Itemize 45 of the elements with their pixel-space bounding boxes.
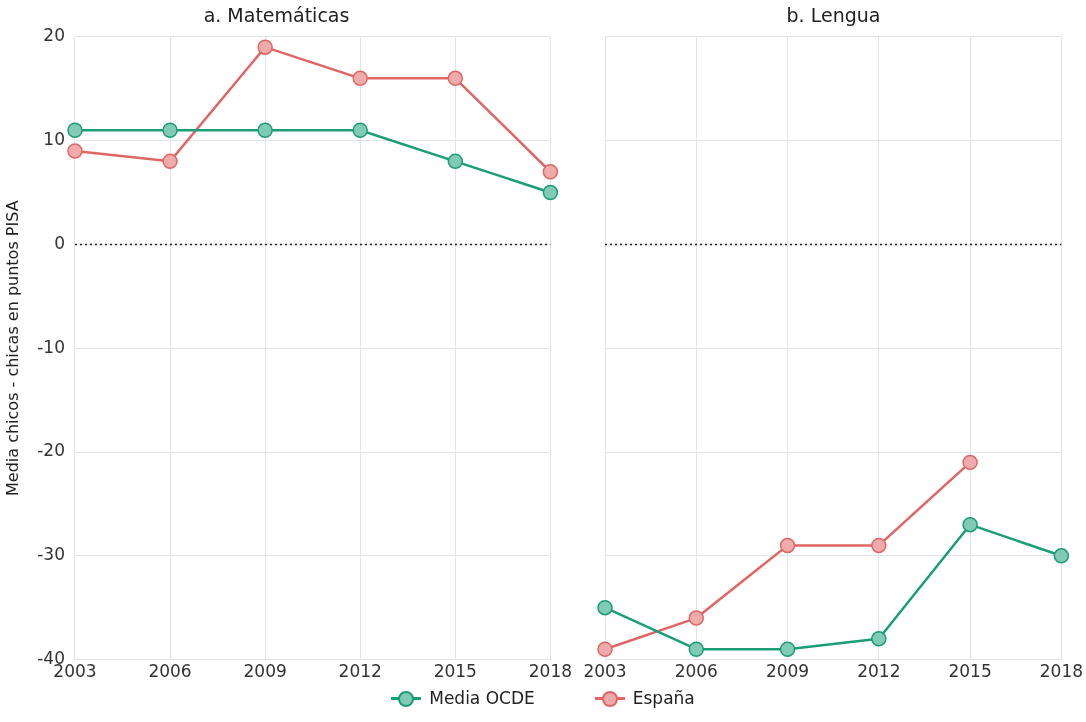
point xyxy=(162,122,178,138)
x-tick-label: 2006 xyxy=(674,661,718,682)
legend-label: España xyxy=(632,688,695,708)
point xyxy=(352,70,368,87)
point xyxy=(542,184,559,201)
y-tick-label: -20 xyxy=(37,440,65,461)
x-tick-label: 2006 xyxy=(148,661,192,682)
point xyxy=(962,516,978,533)
point xyxy=(447,153,464,170)
point xyxy=(871,537,887,554)
point xyxy=(162,153,178,170)
x-tick-label: 2012 xyxy=(338,661,382,682)
point xyxy=(257,122,273,138)
point xyxy=(542,163,559,180)
point xyxy=(688,641,705,657)
legend-label: Media OCDE xyxy=(429,688,535,708)
x-tick-label: 2009 xyxy=(243,661,287,682)
point xyxy=(447,70,464,87)
x-tick-label: 2012 xyxy=(857,661,901,682)
point xyxy=(871,631,887,647)
y-tick-label: -30 xyxy=(37,544,65,565)
x-tick-label: 2018 xyxy=(528,661,572,682)
y-tick-label: 0 xyxy=(54,232,65,253)
point xyxy=(352,122,368,138)
point xyxy=(597,599,613,616)
y-tick-label: -10 xyxy=(37,336,65,357)
point xyxy=(257,39,273,55)
y-tick-label: 10 xyxy=(43,129,65,150)
y-axis-title: Media chicos - chicas en puntos PISA xyxy=(2,200,22,496)
x-tick-label: 2018 xyxy=(1039,661,1083,682)
x-tick-label: 2015 xyxy=(948,661,992,682)
x-tick-label: 2003 xyxy=(583,661,627,682)
point xyxy=(1053,548,1070,564)
point xyxy=(779,641,796,657)
point xyxy=(67,122,83,138)
point xyxy=(597,641,613,657)
x-tick-label: 2015 xyxy=(433,661,477,682)
chart-title: b. Lengua xyxy=(786,4,881,27)
x-tick-label: 2009 xyxy=(765,661,810,682)
point xyxy=(688,610,705,626)
point xyxy=(962,454,978,471)
point xyxy=(67,143,83,159)
point xyxy=(779,537,796,554)
y-tick-label: 20 xyxy=(43,25,65,46)
chart-title: a. Matemáticas xyxy=(203,4,350,27)
